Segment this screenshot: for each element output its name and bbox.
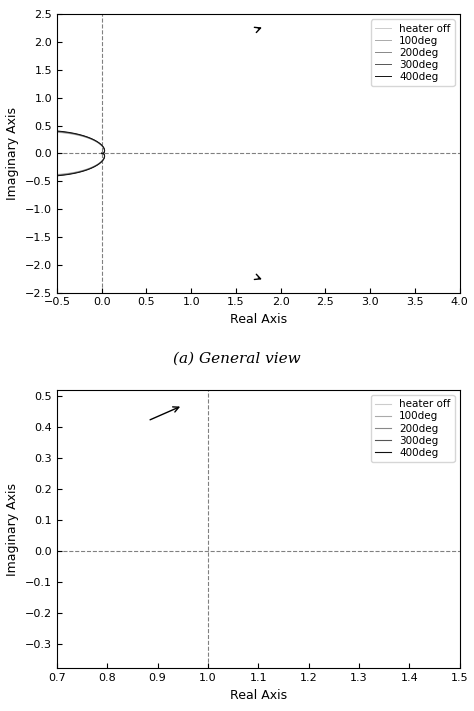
- Y-axis label: Imaginary Axis: Imaginary Axis: [6, 107, 19, 200]
- Text: (a) General view: (a) General view: [173, 352, 301, 366]
- Legend: heater off, 100deg, 200deg, 300deg, 400deg: heater off, 100deg, 200deg, 300deg, 400d…: [371, 395, 455, 462]
- Legend: heater off, 100deg, 200deg, 300deg, 400deg: heater off, 100deg, 200deg, 300deg, 400d…: [371, 19, 455, 86]
- Y-axis label: Imaginary Axis: Imaginary Axis: [6, 483, 19, 576]
- X-axis label: Real Axis: Real Axis: [230, 313, 287, 326]
- X-axis label: Real Axis: Real Axis: [230, 689, 287, 702]
